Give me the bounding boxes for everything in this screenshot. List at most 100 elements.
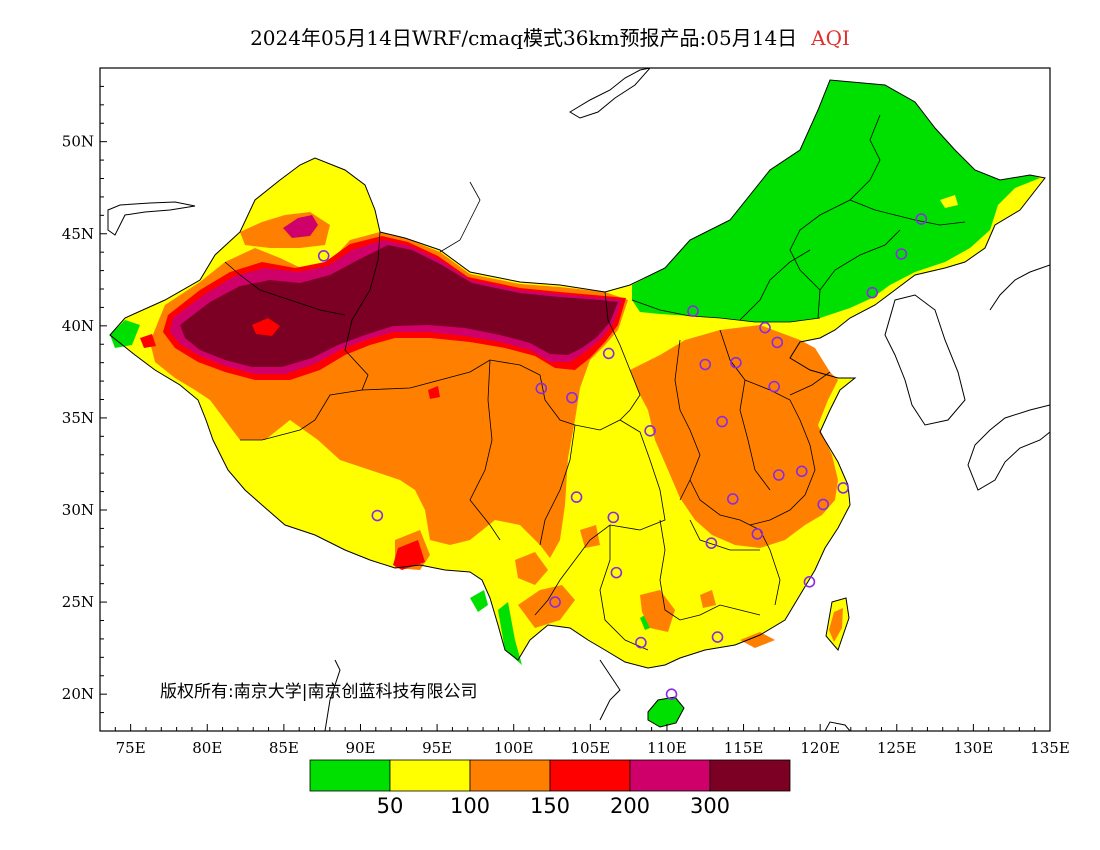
y-axis: 20N 25N 30N 35N 40N 45N 50N bbox=[62, 85, 107, 714]
region-red-spot2 bbox=[393, 540, 425, 570]
coastline-japan bbox=[967, 404, 1050, 491]
x-tick-label: 75E bbox=[116, 739, 146, 757]
region-orange-s2 bbox=[515, 552, 548, 585]
region-green-sw1 bbox=[498, 602, 522, 665]
region-green-sw2 bbox=[470, 590, 488, 612]
x-tick-label: 115E bbox=[724, 739, 764, 757]
x-tick-label: 85E bbox=[269, 739, 299, 757]
x-tick-label: 110E bbox=[647, 739, 687, 757]
region-orange-s3 bbox=[518, 585, 575, 628]
legend-swatch bbox=[549, 759, 631, 792]
region-green-ne bbox=[632, 80, 1040, 322]
coastline-russia bbox=[989, 264, 1050, 311]
x-tick-label: 120E bbox=[800, 739, 840, 757]
x-tick-label: 95E bbox=[422, 739, 452, 757]
legend-label: 150 bbox=[530, 794, 570, 818]
map-title: 2024年05月14日WRF/cmaq模式36km预报产品:05月14日 AQI bbox=[0, 22, 1100, 51]
station-marker bbox=[771, 336, 784, 349]
y-tick-label: 45N bbox=[62, 225, 94, 243]
coastline-sea-south bbox=[324, 659, 851, 731]
province-boundaries bbox=[224, 114, 966, 651]
station-marker bbox=[751, 528, 764, 540]
region-orange-s6 bbox=[700, 590, 716, 608]
station-marker bbox=[711, 631, 724, 643]
station-marker bbox=[687, 305, 699, 317]
china-border bbox=[109, 79, 1046, 669]
coastline-baikal bbox=[569, 68, 651, 119]
legend-swatch bbox=[629, 759, 711, 792]
station-marker bbox=[768, 380, 780, 393]
y-tick-label: 30N bbox=[62, 501, 94, 519]
legend-swatch bbox=[469, 759, 551, 792]
station-marker bbox=[635, 636, 647, 649]
legend-label: 200 bbox=[610, 794, 650, 818]
station-marker bbox=[566, 391, 578, 404]
region-yellow-ne bbox=[940, 195, 958, 208]
x-tick-label: 100E bbox=[494, 739, 534, 757]
station-marker bbox=[699, 358, 712, 371]
border-hainan bbox=[647, 696, 685, 728]
legend-swatch bbox=[309, 759, 391, 792]
station-marker bbox=[371, 509, 384, 522]
station-marker bbox=[610, 566, 623, 579]
legend-label: 300 bbox=[690, 794, 730, 818]
region-orange-east bbox=[630, 325, 838, 548]
border-taiwan bbox=[825, 597, 850, 651]
station-marker bbox=[895, 248, 908, 260]
y-tick-label: 20N bbox=[62, 685, 94, 703]
region-red-spot1 bbox=[428, 386, 440, 399]
region-red-hotspot bbox=[252, 318, 280, 336]
y-tick-label: 40N bbox=[62, 317, 94, 335]
y-tick-label: 35N bbox=[62, 409, 94, 427]
station-marker bbox=[727, 493, 739, 505]
legend-swatch bbox=[389, 759, 471, 792]
station-marker bbox=[730, 356, 742, 369]
region-taiwan-orange bbox=[829, 608, 843, 642]
station-marker bbox=[644, 425, 656, 437]
region-darkred bbox=[180, 245, 618, 367]
region-orange-s4 bbox=[740, 632, 775, 648]
region-hainan bbox=[648, 697, 684, 727]
station-marker bbox=[837, 482, 849, 494]
station-marker bbox=[716, 415, 728, 428]
coastline-korea bbox=[884, 294, 966, 426]
station-marker bbox=[570, 491, 583, 503]
y-tick-label: 50N bbox=[62, 133, 94, 151]
station-marker bbox=[866, 286, 879, 299]
copyright-text: 版权所有:南京大学|南京创蓝科技有限公司 bbox=[160, 682, 477, 702]
x-tick-label: 80E bbox=[192, 739, 222, 757]
station-marker bbox=[817, 498, 830, 511]
station-marker bbox=[317, 250, 330, 262]
station-marker bbox=[549, 596, 561, 608]
station-marker bbox=[535, 382, 548, 395]
station-marker bbox=[795, 465, 808, 478]
map-layers: 版权所有:南京大学|南京创蓝科技有限公司 bbox=[107, 68, 1050, 731]
legend-label: 50 bbox=[377, 794, 404, 818]
color-legend: 50 100 150 200 300 bbox=[309, 759, 791, 818]
station-marker bbox=[705, 537, 718, 549]
region-orange-s5 bbox=[580, 525, 600, 548]
y-tick-label: 25N bbox=[62, 593, 94, 611]
x-tick-label: 105E bbox=[571, 739, 611, 757]
variable-label: AQI bbox=[811, 26, 850, 50]
station-marker bbox=[607, 511, 620, 524]
coastline-balkhash bbox=[107, 201, 196, 236]
x-tick-label: 130E bbox=[954, 739, 994, 757]
region-orange-s1 bbox=[640, 590, 675, 632]
legend-label: 100 bbox=[450, 794, 490, 818]
station-marker bbox=[915, 213, 928, 225]
station-marker bbox=[665, 688, 678, 700]
region-red-spot3 bbox=[140, 334, 156, 348]
legend-swatch bbox=[709, 759, 791, 792]
station-marker bbox=[759, 321, 771, 334]
station-marker bbox=[602, 347, 615, 360]
x-axis: 75E 80E 85E 90E 95E 100E 105E 110E 115E 120E 125E 1… bbox=[114, 724, 1070, 757]
x-tick-label: 125E bbox=[877, 739, 917, 757]
x-tick-label: 135E bbox=[1030, 739, 1070, 757]
x-tick-label: 90E bbox=[345, 739, 375, 757]
region-magenta-n1 bbox=[283, 215, 318, 238]
title-text: 2024年05月14日WRF/cmaq模式36km预报产品:05月14日 bbox=[250, 26, 798, 50]
station-marker bbox=[772, 469, 785, 481]
station-marker bbox=[803, 576, 816, 588]
